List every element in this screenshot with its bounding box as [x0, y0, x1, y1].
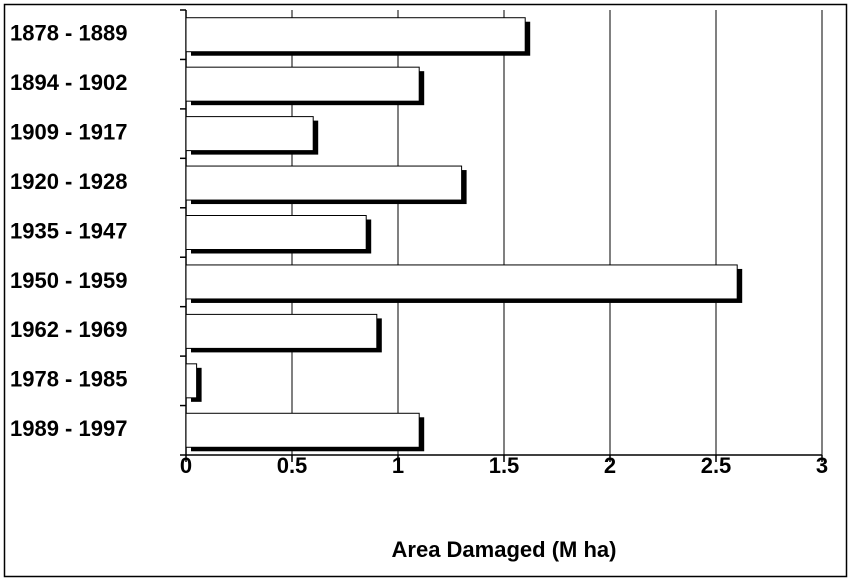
bar	[185, 165, 463, 201]
bar	[185, 412, 420, 448]
y-tick-label: 1989 - 1997	[10, 416, 127, 441]
x-tick-label: 0	[180, 453, 192, 478]
x-tick-label: 3	[816, 453, 828, 478]
bar	[185, 313, 378, 349]
bar	[185, 215, 367, 250]
y-tick-label: 1894 - 1902	[10, 70, 127, 95]
y-tick-label: 1878 - 1889	[10, 21, 127, 46]
x-tick-label: 2.5	[701, 453, 732, 478]
y-tick-label: 1935 - 1947	[10, 218, 127, 243]
bar	[185, 66, 420, 102]
x-tick-label: 1	[392, 453, 404, 478]
y-tick-label: 1962 - 1969	[10, 317, 127, 342]
y-tick-label: 1909 - 1917	[10, 119, 127, 144]
x-tick-label: 1.5	[489, 453, 520, 478]
bar	[185, 17, 526, 53]
x-tick-label: 2	[604, 453, 616, 478]
y-tick-label: 1950 - 1959	[10, 268, 127, 293]
bar	[185, 116, 314, 152]
y-tick-label: 1978 - 1985	[10, 367, 127, 392]
y-tick-label: 1920 - 1928	[10, 169, 127, 194]
x-tick-label: 0.5	[277, 453, 308, 478]
bar	[185, 363, 198, 399]
x-axis-title: Area Damaged (M ha)	[392, 537, 617, 562]
bar	[185, 264, 738, 300]
